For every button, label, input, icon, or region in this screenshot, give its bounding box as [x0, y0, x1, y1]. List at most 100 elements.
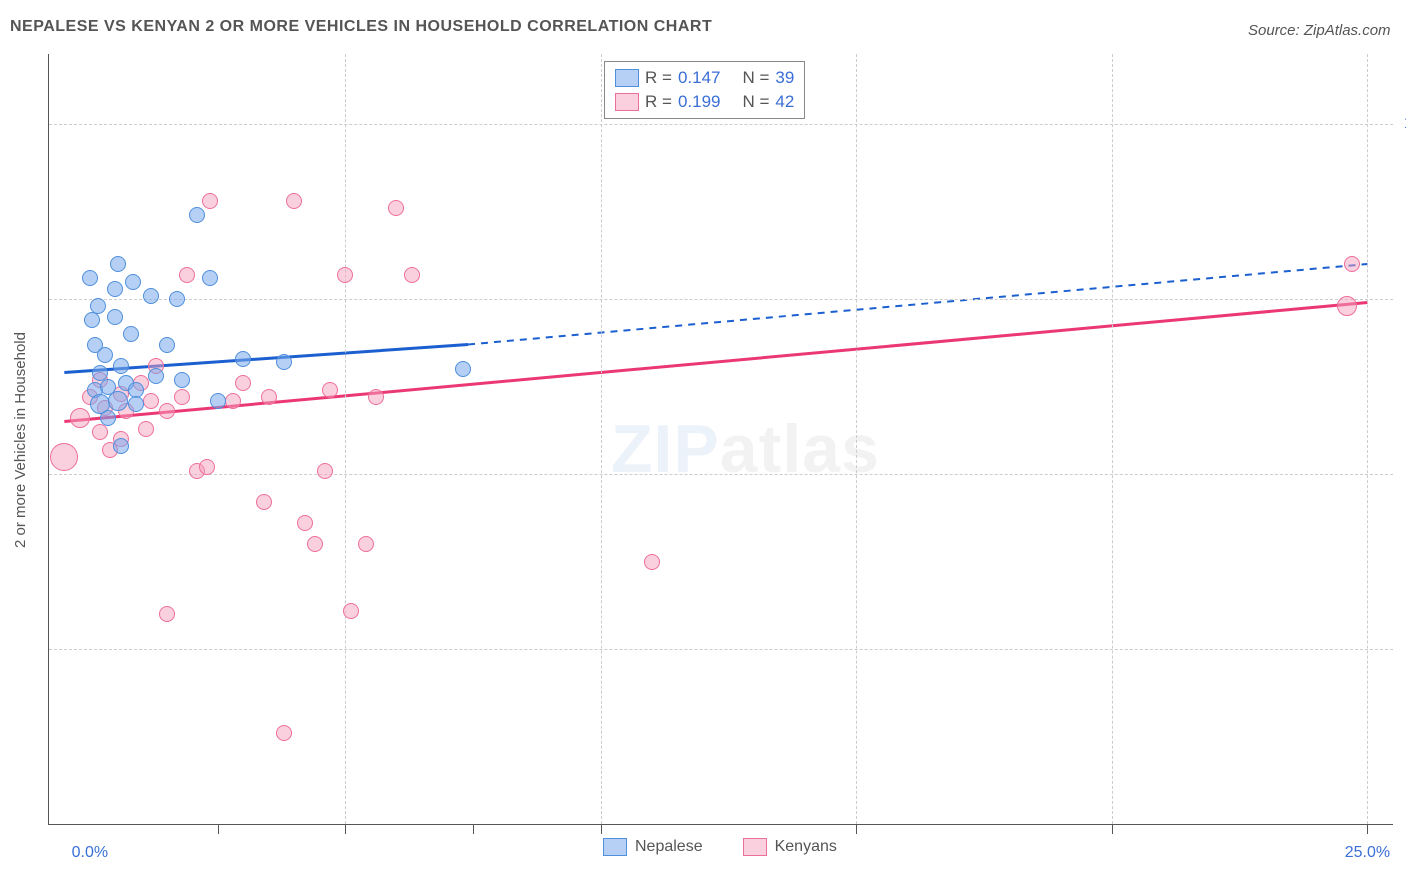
scatter-point-a [110, 256, 126, 272]
scatter-point-b [297, 515, 313, 531]
scatter-point-a [174, 372, 190, 388]
legend-bottom-a: Nepalese [603, 838, 703, 856]
scatter-point-a [276, 354, 292, 370]
scatter-point-b [343, 603, 359, 619]
gridline-v [345, 54, 346, 824]
scatter-point-b [388, 200, 404, 216]
scatter-point-b [159, 403, 175, 419]
scatter-point-a [123, 326, 139, 342]
legend-top: R = 0.147 N = 39 R = 0.199 N = 42 [604, 61, 805, 119]
scatter-point-b [276, 725, 292, 741]
gridline-h [49, 649, 1393, 650]
y-tick-label: 50.0% [1398, 465, 1406, 483]
y-tick-label: 75.0% [1398, 290, 1406, 308]
r-label-a: R = [645, 66, 672, 90]
x-tick-label: 25.0% [1345, 844, 1390, 862]
scatter-point-b [286, 193, 302, 209]
regression-line [468, 264, 1367, 345]
scatter-point-a [202, 270, 218, 286]
legend-row-b: R = 0.199 N = 42 [615, 90, 794, 114]
swatch-nepalese-bottom [603, 838, 627, 856]
scatter-point-b [404, 267, 420, 283]
gridline-v [1367, 54, 1368, 824]
scatter-point-a [113, 358, 129, 374]
scatter-point-a [90, 298, 106, 314]
r-value-a: 0.147 [678, 66, 721, 90]
scatter-point-a [189, 207, 205, 223]
scatter-point-a [82, 270, 98, 286]
scatter-point-b [307, 536, 323, 552]
scatter-point-b [317, 463, 333, 479]
scatter-point-b [1337, 296, 1357, 316]
scatter-point-b [174, 389, 190, 405]
r-value-b: 0.199 [678, 90, 721, 114]
scatter-point-a [455, 361, 471, 377]
scatter-point-a [169, 291, 185, 307]
gridline-v [1112, 54, 1113, 824]
scatter-point-a [148, 368, 164, 384]
scatter-point-b [225, 393, 241, 409]
scatter-point-b [261, 389, 277, 405]
swatch-kenyans [615, 93, 639, 111]
gridline-v [601, 54, 602, 824]
scatter-point-a [84, 312, 100, 328]
r-label-b: R = [645, 90, 672, 114]
legend-bottom: Nepalese Kenyans [603, 838, 837, 856]
y-tick-label: 25.0% [1398, 640, 1406, 658]
scatter-point-b [1344, 256, 1360, 272]
scatter-point-b [256, 494, 272, 510]
scatter-point-a [97, 347, 113, 363]
scatter-point-b [179, 267, 195, 283]
scatter-point-a [113, 438, 129, 454]
n-value-a: 39 [775, 66, 794, 90]
scatter-point-a [107, 281, 123, 297]
gridline-h [49, 474, 1393, 475]
scatter-point-a [235, 351, 251, 367]
scatter-point-b [70, 408, 90, 428]
y-axis-title: 2 or more Vehicles in Household [12, 332, 29, 548]
x-tick-label: 0.0% [72, 844, 108, 862]
scatter-point-b [143, 393, 159, 409]
scatter-point-b [235, 375, 251, 391]
scatter-point-b [202, 193, 218, 209]
scatter-point-b [358, 536, 374, 552]
y-tick-label: 100.0% [1398, 115, 1406, 133]
swatch-nepalese [615, 69, 639, 87]
legend-label-a: Nepalese [635, 838, 703, 856]
scatter-point-a [125, 274, 141, 290]
legend-label-b: Kenyans [775, 838, 837, 856]
n-value-b: 42 [775, 90, 794, 114]
tick-x [601, 824, 602, 834]
scatter-point-b [322, 382, 338, 398]
regression-line [64, 303, 1367, 422]
chart-title: NEPALESE VS KENYAN 2 OR MORE VEHICLES IN… [10, 18, 712, 36]
tick-x [856, 824, 857, 834]
tick-x [218, 824, 219, 834]
scatter-point-b [644, 554, 660, 570]
scatter-point-a [128, 396, 144, 412]
plot-area: ZIPatlas 2 or more Vehicles in Household… [48, 54, 1393, 825]
scatter-point-b [199, 459, 215, 475]
gridline-h [49, 299, 1393, 300]
scatter-point-b [92, 424, 108, 440]
scatter-point-b [368, 389, 384, 405]
gridline-v [856, 54, 857, 824]
gridline-h [49, 124, 1393, 125]
scatter-point-a [143, 288, 159, 304]
regression-lines [49, 54, 1393, 824]
scatter-point-a [100, 410, 116, 426]
scatter-point-a [159, 337, 175, 353]
tick-x [473, 824, 474, 834]
swatch-kenyans-bottom [743, 838, 767, 856]
source-label: Source: ZipAtlas.com [1248, 22, 1391, 39]
n-label-a: N = [742, 66, 769, 90]
n-label-b: N = [742, 90, 769, 114]
legend-row-a: R = 0.147 N = 39 [615, 66, 794, 90]
scatter-point-b [50, 443, 78, 471]
tick-x [1112, 824, 1113, 834]
scatter-point-a [108, 391, 128, 411]
scatter-point-a [107, 309, 123, 325]
tick-x [345, 824, 346, 834]
chart-container: { "title": { "text": "NEPALESE VS KENYAN… [0, 0, 1406, 892]
tick-x [1367, 824, 1368, 834]
